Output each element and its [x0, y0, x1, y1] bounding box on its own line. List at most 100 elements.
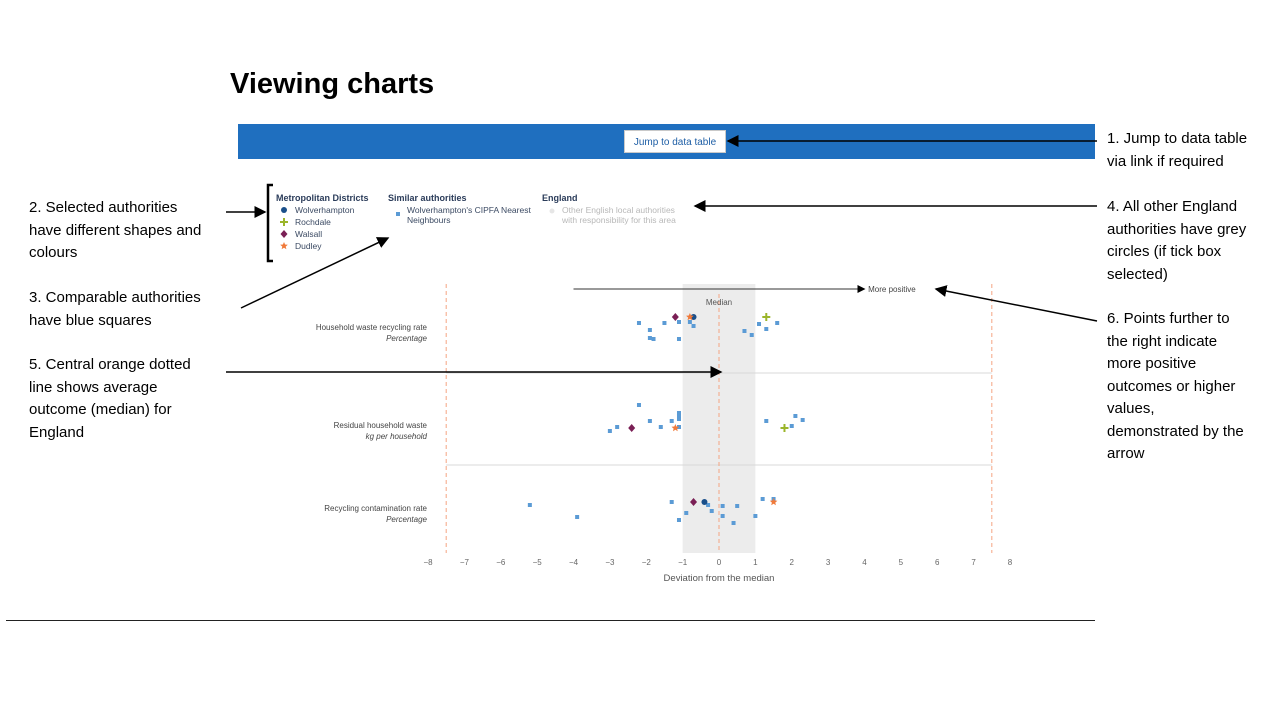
direction-label: More positive — [868, 285, 916, 294]
row-label: Residual household waste — [334, 421, 428, 430]
similar-authority-point — [676, 414, 681, 418]
annotation-2-line: 2. Selected authorities — [29, 199, 178, 216]
x-tick-label: 5 — [899, 558, 904, 567]
similar-authority-point — [691, 324, 696, 328]
annotation-arrow — [934, 285, 1098, 322]
similar-authority-point — [760, 497, 765, 501]
annotation-6-line: outcomes or higher — [1107, 377, 1236, 395]
row-label: Recycling contamination rate — [324, 504, 427, 513]
similar-authority-point — [676, 337, 681, 341]
x-tick-label: −6 — [496, 558, 506, 567]
selected-point-wolverhampton — [701, 499, 708, 505]
similar-authority-point — [720, 504, 725, 508]
jump-to-data-table-button[interactable]: Jump to data table — [624, 130, 726, 153]
page-title: Viewing charts — [230, 68, 435, 100]
annotation-6-line: values, — [1107, 400, 1155, 417]
selected-point-rochdale — [780, 424, 789, 432]
row-unit: kg per household — [366, 432, 428, 441]
similar-authority-point — [789, 424, 794, 428]
legend-symbol-rochdale — [280, 218, 288, 226]
x-tick-label: 6 — [935, 558, 940, 567]
x-tick-label: 3 — [826, 558, 831, 567]
legend-item-wolverhampton[interactable]: Wolverhampton — [295, 205, 355, 215]
similar-authority-point — [676, 518, 681, 522]
x-tick-label: −4 — [569, 558, 579, 567]
annotation-6-line: demonstrated by the — [1107, 422, 1244, 440]
annotation-3-line: have blue squares — [29, 311, 152, 329]
similar-authority-point — [775, 321, 780, 325]
similar-authority-point — [764, 327, 769, 331]
annotation-5-line: 5. Central orange dotted — [29, 356, 191, 373]
similar-authority-point — [764, 419, 769, 423]
x-tick-label: 7 — [971, 558, 976, 567]
selected-point-wolverhampton — [690, 314, 697, 320]
annotation-4: 4. All other England authorities have gr… — [1107, 196, 1246, 286]
selected-point-dudley — [671, 424, 680, 432]
similar-authority-point — [735, 504, 740, 508]
selected-point-walsall — [628, 424, 636, 432]
legend-item-england-line2: with responsibility for this area — [562, 215, 676, 225]
similar-authority-point — [647, 328, 652, 332]
legend-symbol-wolverhampton — [281, 207, 287, 213]
annotation-3: 3. Comparable authorities have blue squa… — [29, 287, 201, 332]
similar-authority-point — [793, 414, 798, 418]
similar-authority-point — [753, 514, 758, 518]
similar-authority-point — [615, 425, 620, 429]
legend-bracket — [266, 183, 273, 263]
bottom-rule — [6, 620, 1095, 621]
legend-group-title-england: England — [542, 193, 578, 203]
similar-authority-point — [676, 417, 681, 421]
similar-authority-point — [607, 429, 612, 433]
x-tick-label: −2 — [642, 558, 652, 567]
x-tick-label: −7 — [460, 558, 470, 567]
similar-authority-point — [709, 509, 714, 513]
row-label: Household waste recycling rate — [316, 323, 428, 332]
annotation-4-line: 4. All other England — [1107, 198, 1238, 215]
legend-group-title-metropolitan: Metropolitan Districts — [276, 193, 369, 203]
similar-authority-point — [669, 419, 674, 423]
x-tick-label: 8 — [1008, 558, 1013, 567]
annotation-2: 2. Selected authorities have different s… — [29, 197, 201, 265]
legend-item-england-line1[interactable]: Other English local authorities — [562, 205, 675, 215]
annotation-5-line: outcome (median) for — [29, 401, 172, 418]
legend-symbol-england — [549, 208, 555, 214]
annotation-6: 6. Points further to the right indicate … — [1107, 308, 1244, 466]
annotation-arrow — [240, 237, 390, 309]
legend-item-rochdale[interactable]: Rochdale — [295, 217, 331, 227]
similar-authority-point — [636, 403, 641, 407]
similar-authority-point — [720, 514, 725, 518]
annotation-4-line: selected) — [1107, 265, 1168, 283]
row-unit: Percentage — [386, 515, 427, 524]
annotation-1-line: via link if required — [1107, 152, 1224, 170]
x-tick-label: 2 — [790, 558, 795, 567]
annotation-6-line: arrow — [1107, 445, 1145, 462]
similar-authority-point — [800, 418, 805, 422]
x-tick-label: 4 — [862, 558, 867, 567]
similar-authority-point — [687, 320, 692, 324]
similar-authority-point — [575, 515, 580, 519]
annotation-3-line: 3. Comparable authorities — [29, 289, 201, 306]
x-tick-label: −1 — [678, 558, 688, 567]
selected-point-dudley — [686, 313, 694, 321]
similar-authority-point — [676, 425, 681, 429]
similar-authority-point — [742, 329, 747, 333]
annotation-5-line: England — [29, 423, 85, 441]
annotation-2-line: have different shapes and — [29, 221, 202, 239]
median-label: Median — [706, 298, 732, 307]
similar-authority-point — [757, 322, 762, 326]
annotation-1-line: 1. Jump to data table — [1107, 130, 1248, 147]
annotation-6-line: more positive — [1107, 355, 1197, 372]
legend-item-dudley[interactable]: Dudley — [295, 241, 322, 251]
annotation-1: 1. Jump to data table via link if requir… — [1107, 128, 1247, 173]
annotation-4-line: circles (if tick box — [1107, 243, 1222, 260]
similar-authority-point — [706, 503, 711, 507]
similar-authority-point — [731, 521, 736, 525]
similar-authority-point — [647, 336, 652, 340]
legend-item-similar-line1[interactable]: Wolverhampton's CIPFA Nearest — [407, 205, 531, 215]
legend-symbol-walsall — [280, 230, 288, 238]
similar-authority-point — [684, 511, 689, 515]
similar-authority-point — [651, 337, 656, 341]
similar-authority-point — [749, 333, 754, 337]
legend-item-walsall[interactable]: Walsall — [295, 229, 323, 239]
similar-authority-point — [658, 425, 663, 429]
